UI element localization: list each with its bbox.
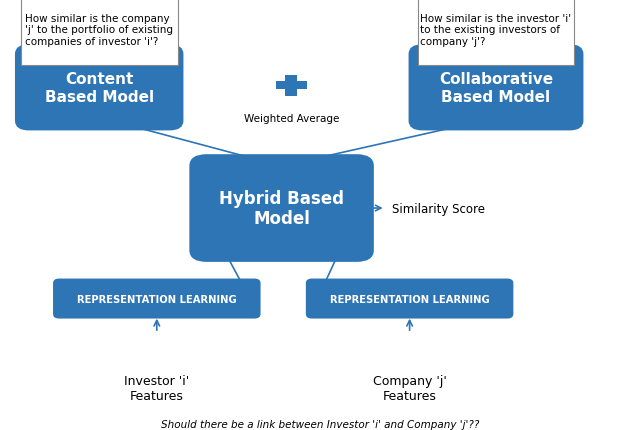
FancyBboxPatch shape xyxy=(276,82,307,90)
Text: Company 'j'
Features: Company 'j' Features xyxy=(372,374,447,402)
FancyBboxPatch shape xyxy=(417,0,575,65)
Text: Collaborative
Based Model: Collaborative Based Model xyxy=(439,72,553,104)
Text: How similar is the investor 'i'
to the existing investors of
company 'j'?: How similar is the investor 'i' to the e… xyxy=(420,13,572,47)
Text: REPRESENTATION LEARNING: REPRESENTATION LEARNING xyxy=(330,294,490,304)
FancyBboxPatch shape xyxy=(410,46,582,130)
FancyBboxPatch shape xyxy=(285,76,297,96)
Text: Should there be a link between Investor 'i' and Company 'j'??: Should there be a link between Investor … xyxy=(161,419,479,429)
Text: How similar is the company
'j' to the portfolio of existing
companies of investo: How similar is the company 'j' to the po… xyxy=(25,13,173,47)
Text: REPRESENTATION LEARNING: REPRESENTATION LEARNING xyxy=(77,294,237,304)
FancyBboxPatch shape xyxy=(21,0,178,65)
Text: Similarity Score: Similarity Score xyxy=(392,202,485,215)
FancyBboxPatch shape xyxy=(16,46,182,130)
FancyBboxPatch shape xyxy=(307,280,512,318)
Text: Hybrid Based
Model: Hybrid Based Model xyxy=(219,189,344,228)
Text: Content
Based Model: Content Based Model xyxy=(45,72,154,104)
FancyBboxPatch shape xyxy=(191,156,372,261)
FancyBboxPatch shape xyxy=(54,280,260,318)
Text: Investor 'i'
Features: Investor 'i' Features xyxy=(124,374,189,402)
Text: Weighted Average: Weighted Average xyxy=(243,113,339,123)
